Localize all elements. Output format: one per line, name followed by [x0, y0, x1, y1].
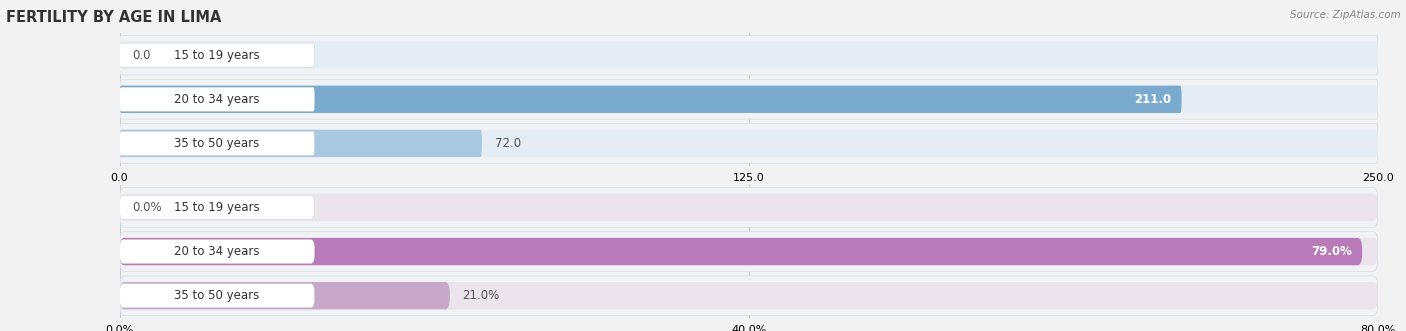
Text: 15 to 19 years: 15 to 19 years: [174, 49, 260, 62]
FancyBboxPatch shape: [120, 130, 1378, 157]
Text: 21.0%: 21.0%: [463, 289, 499, 302]
FancyBboxPatch shape: [120, 284, 315, 308]
FancyBboxPatch shape: [120, 131, 315, 156]
Text: 0.0: 0.0: [132, 49, 150, 62]
FancyBboxPatch shape: [120, 240, 315, 263]
Text: 35 to 50 years: 35 to 50 years: [174, 289, 260, 302]
FancyBboxPatch shape: [120, 123, 1378, 163]
Text: 0.0%: 0.0%: [132, 201, 162, 214]
FancyBboxPatch shape: [120, 35, 1378, 75]
Text: Source: ZipAtlas.com: Source: ZipAtlas.com: [1289, 10, 1400, 20]
FancyBboxPatch shape: [120, 86, 1378, 113]
Text: 15 to 19 years: 15 to 19 years: [174, 201, 260, 214]
FancyBboxPatch shape: [120, 232, 1378, 271]
FancyBboxPatch shape: [120, 276, 1378, 315]
FancyBboxPatch shape: [120, 87, 315, 111]
Text: 79.0%: 79.0%: [1312, 245, 1353, 258]
Text: 35 to 50 years: 35 to 50 years: [174, 137, 260, 150]
Text: 20 to 34 years: 20 to 34 years: [174, 93, 260, 106]
FancyBboxPatch shape: [120, 188, 1378, 227]
FancyBboxPatch shape: [120, 238, 1362, 265]
FancyBboxPatch shape: [120, 282, 450, 309]
FancyBboxPatch shape: [120, 79, 1378, 119]
Text: 20 to 34 years: 20 to 34 years: [174, 245, 260, 258]
FancyBboxPatch shape: [120, 195, 315, 219]
FancyBboxPatch shape: [120, 282, 1378, 309]
FancyBboxPatch shape: [120, 238, 1378, 265]
FancyBboxPatch shape: [120, 43, 315, 67]
Text: FERTILITY BY AGE IN LIMA: FERTILITY BY AGE IN LIMA: [6, 10, 221, 25]
Text: 211.0: 211.0: [1135, 93, 1171, 106]
FancyBboxPatch shape: [120, 41, 1378, 69]
FancyBboxPatch shape: [120, 130, 482, 157]
FancyBboxPatch shape: [120, 194, 1378, 221]
Text: 72.0: 72.0: [495, 137, 520, 150]
FancyBboxPatch shape: [120, 86, 1181, 113]
